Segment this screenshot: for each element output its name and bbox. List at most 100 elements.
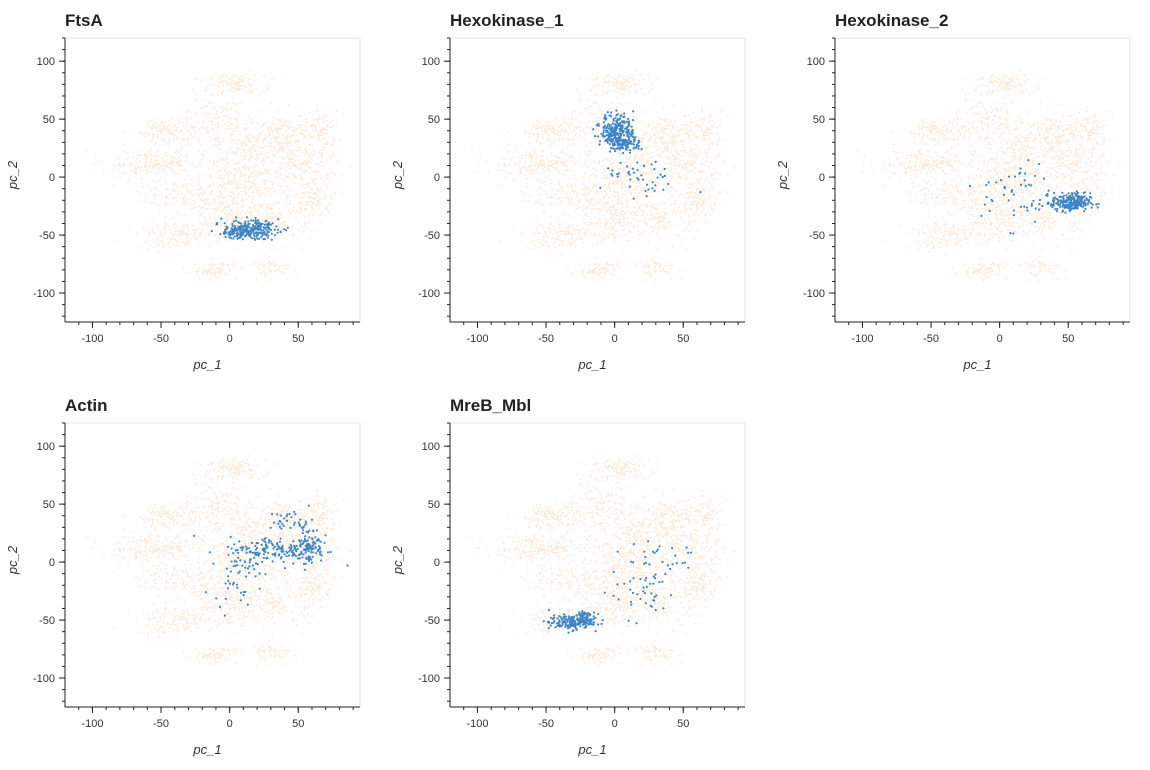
background-point bbox=[300, 163, 302, 165]
background-point bbox=[628, 180, 631, 183]
background-point bbox=[541, 224, 544, 227]
background-point bbox=[265, 172, 268, 175]
background-point bbox=[611, 101, 614, 104]
background-point bbox=[150, 139, 153, 142]
background-point bbox=[658, 150, 660, 152]
background-point bbox=[198, 150, 201, 153]
x-tick-label: 50 bbox=[677, 333, 689, 345]
background-point bbox=[542, 239, 545, 242]
background-point bbox=[303, 222, 306, 224]
background-point bbox=[678, 134, 681, 137]
background-point bbox=[524, 200, 527, 203]
background-point bbox=[678, 175, 681, 178]
background-point bbox=[612, 181, 615, 183]
background-point bbox=[204, 235, 207, 238]
background-point bbox=[610, 158, 613, 161]
background-point bbox=[537, 201, 540, 204]
background-point bbox=[162, 167, 165, 170]
background-point bbox=[606, 179, 609, 182]
background-point bbox=[559, 134, 562, 136]
background-point bbox=[603, 202, 606, 205]
background-point bbox=[668, 192, 670, 194]
background-point bbox=[196, 241, 199, 244]
background-point bbox=[618, 177, 621, 180]
background-point bbox=[155, 165, 158, 168]
background-point bbox=[653, 176, 656, 179]
background-point bbox=[319, 178, 322, 181]
background-point bbox=[147, 132, 150, 135]
background-point bbox=[599, 208, 602, 211]
background-point bbox=[263, 152, 266, 155]
background-point bbox=[625, 79, 628, 81]
background-point bbox=[228, 265, 231, 268]
background-point bbox=[152, 121, 155, 124]
background-point bbox=[280, 177, 283, 180]
background-point bbox=[707, 118, 709, 121]
background-point bbox=[605, 193, 608, 196]
background-point bbox=[268, 133, 271, 136]
background-point bbox=[292, 115, 294, 118]
background-point bbox=[151, 179, 154, 182]
background-point bbox=[171, 232, 173, 235]
background-point bbox=[313, 183, 316, 186]
background-point bbox=[660, 117, 662, 120]
background-point bbox=[238, 139, 241, 142]
background-point bbox=[568, 178, 571, 181]
background-point bbox=[239, 132, 241, 135]
background-point bbox=[193, 235, 196, 238]
background-point bbox=[190, 132, 192, 135]
background-point bbox=[112, 185, 115, 188]
background-point bbox=[341, 113, 344, 116]
background-point bbox=[258, 193, 260, 196]
background-point bbox=[298, 115, 300, 118]
highlighted-point bbox=[231, 223, 234, 226]
background-point bbox=[536, 179, 539, 182]
background-point bbox=[699, 170, 701, 172]
background-point bbox=[206, 272, 209, 275]
background-point bbox=[303, 171, 306, 174]
background-point bbox=[257, 209, 260, 212]
background-point bbox=[625, 186, 628, 189]
background-point bbox=[279, 162, 282, 165]
background-point bbox=[706, 116, 708, 119]
background-point bbox=[535, 171, 537, 174]
background-point bbox=[173, 230, 176, 233]
background-point bbox=[616, 208, 619, 211]
background-point bbox=[497, 185, 500, 188]
background-point bbox=[203, 120, 205, 122]
background-point bbox=[666, 127, 668, 130]
background-point bbox=[623, 169, 625, 172]
background-point bbox=[652, 155, 655, 158]
background-point bbox=[303, 155, 306, 158]
highlighted-point bbox=[245, 216, 248, 219]
background-point bbox=[625, 197, 628, 200]
background-point bbox=[209, 84, 212, 87]
background-point bbox=[549, 144, 551, 147]
background-point bbox=[199, 213, 202, 216]
background-point bbox=[266, 189, 269, 192]
background-point bbox=[576, 136, 579, 139]
background-point bbox=[719, 192, 721, 195]
background-point bbox=[326, 178, 329, 181]
background-point bbox=[148, 232, 151, 235]
background-point bbox=[176, 239, 179, 242]
background-point bbox=[528, 165, 530, 168]
background-point bbox=[568, 168, 571, 171]
background-point bbox=[264, 145, 267, 148]
background-point bbox=[682, 149, 685, 152]
background-point bbox=[201, 165, 204, 168]
background-point bbox=[224, 79, 227, 82]
background-point bbox=[616, 97, 619, 99]
background-point bbox=[618, 193, 620, 196]
background-point bbox=[280, 261, 283, 263]
background-point bbox=[257, 134, 260, 137]
background-point bbox=[557, 234, 560, 237]
background-point bbox=[279, 127, 282, 130]
background-point bbox=[263, 74, 266, 77]
background-point bbox=[211, 76, 214, 79]
background-point bbox=[244, 154, 247, 157]
background-point bbox=[608, 185, 610, 188]
background-point bbox=[647, 164, 650, 167]
background-point bbox=[185, 121, 188, 124]
background-point bbox=[702, 157, 705, 160]
